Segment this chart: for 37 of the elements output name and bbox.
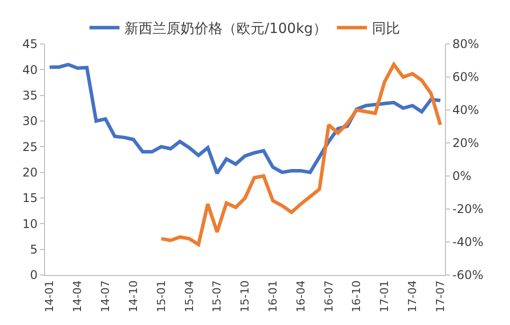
y-tick-label: 0 [30,268,38,282]
y-tick-label: 40 [22,62,38,77]
x-tick-label: 15-07 [210,280,224,312]
x-tick-label: 15-10 [238,280,252,312]
y-tick-label: 30 [22,114,38,128]
x-tick-label: 14-01 [43,280,56,312]
line-series [160,62,442,246]
legend-label: 新西兰原奶价格（欧元/100kg） [124,21,327,38]
line-series [48,62,442,176]
y2-tick-label: 20% [452,136,480,150]
x-tick-label: 16-04 [294,280,308,312]
y2-tick-label: -60% [452,268,484,282]
x-tick-label: 14-10 [126,280,140,312]
x-tick-label: 17-07 [434,280,447,312]
y-tick-label: 35 [22,88,38,103]
y2-tick-label: 0% [452,169,472,184]
x-tick-label: 16-10 [350,280,364,312]
y2-tick-label: -20% [452,202,484,216]
y-tick-label: 5 [30,242,38,257]
y-tick-label: 15 [22,191,38,206]
legend-label: 同比 [372,21,400,38]
y-tick-label: 10 [22,216,38,231]
y2-tick-label: 40% [452,103,480,118]
x-tick-label: 15-01 [154,280,168,312]
y-tick-label: 20 [22,166,38,180]
y-tick-label: 45 [22,37,38,52]
y-tick-label: 25 [22,140,38,154]
x-tick-label: 17-04 [406,280,420,312]
y2-tick-label: 80% [452,37,480,52]
x-tick-label: 16-07 [322,280,336,312]
x-tick-label: 14-04 [71,280,84,312]
y2-tick-label: 60% [452,70,480,84]
x-tick-label: 15-04 [182,280,196,312]
x-tick-label: 17-01 [378,280,392,312]
x-tick-label: 14-07 [99,280,112,312]
x-tick-label: 16-01 [266,280,280,312]
y2-tick-label: -40% [452,235,484,250]
